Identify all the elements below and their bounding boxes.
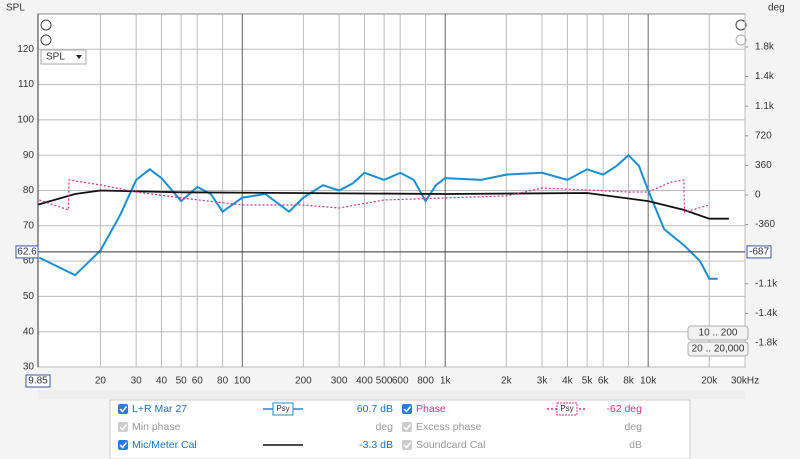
x-tick-label: 500 (376, 376, 393, 387)
y-tick-label: 40 (23, 326, 35, 337)
checkbox[interactable] (402, 440, 412, 450)
cursor-y2-label: -687 (749, 247, 769, 258)
checkbox[interactable] (118, 404, 128, 414)
legend-readout: -3.3 dB (359, 439, 393, 451)
zoom-in[interactable] (40, 19, 52, 31)
smoothing-box (556, 402, 578, 416)
cursor-y-label: 62.6 (17, 247, 37, 258)
legend-name: Soundcard Cal (416, 439, 485, 451)
legend-name: Mic/Meter Cal (132, 439, 197, 451)
y-tick-label: 100 (17, 115, 34, 126)
checkmark (119, 406, 128, 413)
y-tick-label: 110 (18, 79, 34, 90)
y-tick-label: 90 (23, 150, 35, 161)
y2-tick-label: -1.1k (755, 278, 778, 289)
x-tick-label: 800 (417, 376, 434, 387)
cursor-x-label: 9.85 (28, 376, 48, 387)
legend-readout: dB (629, 439, 642, 451)
y-axis-title: SPL (6, 3, 25, 14)
dropdown-label: SPL (46, 52, 65, 63)
x-tick-label: 40 (156, 376, 168, 387)
y2-tick-label: 1.4k (755, 71, 775, 82)
y-tick-label: 80 (23, 185, 35, 196)
smoothing-label: Psy (560, 404, 573, 413)
legend-readout: -62 deg (606, 403, 642, 415)
y2-tick-label: 1.1k (755, 101, 775, 112)
x-tick-label: 100 (234, 376, 251, 387)
checkbox[interactable] (402, 404, 412, 414)
legend-name: Excess phase (416, 421, 482, 433)
checkmark (119, 424, 128, 431)
x-tick-label: 3k (537, 376, 549, 387)
y-tick-label: 50 (23, 291, 35, 302)
y2-tick-label: 1.8k (755, 42, 775, 53)
y2-tick-label: -1.4k (755, 308, 778, 319)
x-tick-label: 300 (331, 376, 348, 387)
range-button-label: 20 .. 20,000 (692, 344, 745, 355)
y2-tick-label: 360 (755, 160, 772, 171)
y-tick-label: 30 (23, 362, 35, 373)
x-tick-label: 10k (640, 376, 657, 387)
x-tick-label: 60 (192, 376, 204, 387)
y-tick-label: 120 (17, 44, 34, 55)
zoom-buttons (40, 19, 747, 46)
legend-readout: deg (624, 421, 642, 433)
x-tick-label: 50 (176, 376, 188, 387)
x-tick-label: 6k (598, 376, 610, 387)
x-tick-label: 30 (131, 376, 143, 387)
smoothing-box (272, 402, 294, 416)
checkbox[interactable] (402, 422, 412, 432)
cursor-box (15, 245, 39, 259)
legend-panel (109, 399, 691, 459)
y2-tick-label: -360 (755, 219, 775, 230)
cursor-box (746, 245, 772, 259)
x-tick-label: 4k (562, 376, 574, 387)
dropdown-arrow (76, 55, 82, 59)
range-button[interactable] (687, 341, 749, 357)
cursor-box (25, 374, 51, 388)
x-tick-label: 5k (582, 376, 594, 387)
y2-tick-label: 720 (755, 130, 772, 141)
range-button[interactable] (687, 325, 749, 341)
x-tick-label: 400 (356, 376, 373, 387)
x-tick-label: 2k (501, 376, 513, 387)
x-tick-label: 20 (95, 376, 107, 387)
x-tick-label: 1k (440, 376, 452, 387)
checkbox[interactable] (118, 422, 128, 432)
y2-axis-title: deg (768, 3, 785, 14)
y2-tick-label: 0 (755, 190, 761, 201)
checkmark (119, 442, 128, 449)
dropdown[interactable] (40, 49, 87, 65)
series-line (38, 153, 718, 280)
x-tick-label: 8k (623, 376, 635, 387)
checkmark (403, 424, 412, 431)
zoom-out[interactable] (40, 34, 52, 46)
checkmark (403, 442, 412, 449)
x-tick-label: 200 (295, 376, 312, 387)
x-tick-label: 30kHz (731, 376, 759, 387)
checkmark (403, 406, 412, 413)
checkbox[interactable] (118, 440, 128, 450)
legend-name: Phase (416, 403, 446, 415)
smoothing-label: Psy (276, 404, 289, 413)
range-button-label: 10 .. 200 (699, 328, 738, 339)
y-tick-label: 60 (23, 256, 35, 267)
series-line (37, 189, 729, 220)
legend-readout: deg (375, 421, 393, 433)
x-tick-label: 600 (392, 376, 409, 387)
legend-readout: 60.7 dB (357, 403, 393, 415)
legend-name: L+R Mar 27 (132, 403, 187, 415)
series-line (39, 179, 710, 213)
zoom-in-right[interactable] (735, 19, 747, 31)
scrollbar[interactable] (38, 390, 745, 399)
x-tick-label: 20k (701, 376, 718, 387)
zoom-out-right[interactable] (735, 34, 747, 46)
y2-tick-label: -1.8k (755, 338, 778, 349)
y-tick-label: 70 (23, 220, 35, 231)
legend-name: Min phase (132, 421, 181, 433)
x-tick-label: 80 (217, 376, 229, 387)
